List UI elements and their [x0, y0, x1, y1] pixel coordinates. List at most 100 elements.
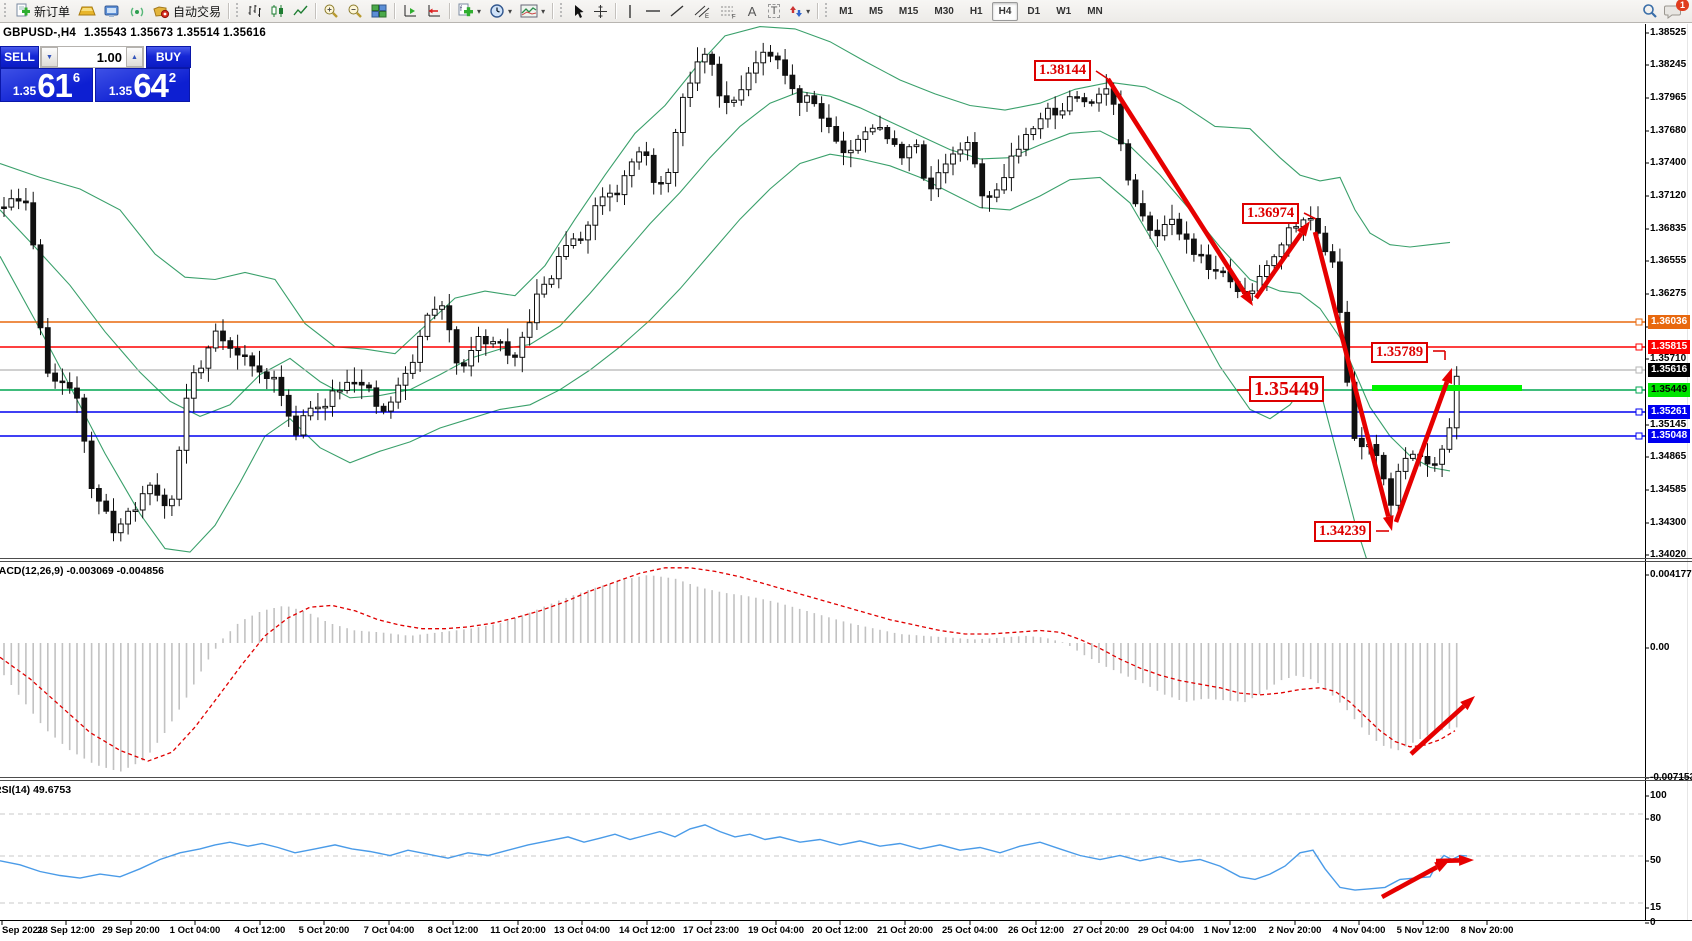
- crosshair-tool-button[interactable]: [589, 1, 612, 21]
- autotrading-button[interactable]: 自动交易: [149, 1, 225, 21]
- rsi-indicator: [0, 813, 1645, 904]
- hline-anchor[interactable]: [1635, 386, 1643, 394]
- templates-button[interactable]: ▾: [516, 1, 549, 21]
- timeframe-m30[interactable]: M30: [934, 5, 954, 17]
- price-annotation[interactable]: 1.36974: [1242, 203, 1300, 224]
- trend-arrow-head[interactable]: [1460, 696, 1475, 711]
- trend-arrow[interactable]: [1254, 231, 1304, 300]
- cursor-tool-button[interactable]: [567, 1, 589, 21]
- zoom-in-button[interactable]: [319, 1, 343, 21]
- hline-anchor[interactable]: [1635, 343, 1643, 351]
- macd-label: MACD(12,26,9) -0.003069 -0.004856: [0, 565, 164, 577]
- signal-button[interactable]: [125, 1, 149, 21]
- gold-button[interactable]: [74, 1, 100, 21]
- price-annotation[interactable]: 1.35449: [1249, 376, 1324, 402]
- toolbar-grip[interactable]: [2, 3, 9, 19]
- time-axis-label: 20 Oct 12:00: [812, 925, 868, 936]
- red-level-badge[interactable]: 1.35815: [1648, 340, 1691, 354]
- hline-anchor[interactable]: [1635, 366, 1643, 374]
- bar-chart-button[interactable]: [243, 1, 266, 21]
- timeframe-h4[interactable]: H4: [991, 1, 1019, 21]
- timeframe-h1[interactable]: H1: [969, 5, 983, 17]
- vertical-line-tool[interactable]: [619, 1, 641, 21]
- chart-shift-button[interactable]: [422, 1, 446, 21]
- timeframe-m1[interactable]: M1: [839, 5, 853, 17]
- price-annotation[interactable]: 1.35789: [1371, 342, 1429, 363]
- new-order-button[interactable]: 新订单: [11, 1, 74, 21]
- time-axis-label: 25 Oct 04:00: [942, 925, 998, 936]
- notifications-button[interactable]: 1: [1664, 0, 1689, 19]
- equidistant-channel-icon: E: [694, 5, 710, 19]
- toolbar-grip[interactable]: [823, 3, 831, 19]
- auto-scroll-button[interactable]: [398, 1, 422, 21]
- trend-arrow-head[interactable]: [1458, 854, 1474, 866]
- timeframe-w1[interactable]: W1: [1056, 5, 1072, 17]
- trend-arrow-head[interactable]: [1441, 368, 1453, 384]
- trend-arrow-head[interactable]: [1296, 221, 1310, 237]
- tile-windows-button[interactable]: [367, 1, 391, 21]
- sell-price-display[interactable]: 1.35 61 6: [0, 68, 93, 102]
- blue-level-badge[interactable]: 1.35048: [1648, 429, 1691, 443]
- time-axis-label: 26 Oct 12:00: [1008, 925, 1064, 936]
- line-chart-icon: [293, 5, 308, 16]
- volume-input[interactable]: [58, 47, 126, 67]
- arrows-tool[interactable]: ▾: [785, 1, 814, 21]
- horizontal-line-tool[interactable]: [641, 1, 665, 21]
- timeframe-m15[interactable]: M15: [898, 5, 919, 17]
- toolbar-grip[interactable]: [558, 3, 566, 19]
- trend-arrow-head[interactable]: [1240, 290, 1253, 306]
- crosshair-icon: [594, 4, 608, 18]
- symbol-period: GBPUSD-,H4: [3, 27, 76, 39]
- time-axis-label: 19 Oct 04:00: [748, 925, 804, 936]
- search-icon[interactable]: [1642, 3, 1658, 19]
- candlestick-chart-button[interactable]: [266, 1, 289, 21]
- buy-price-display[interactable]: 1.35 64 2: [95, 68, 190, 102]
- hline-anchor[interactable]: [1635, 318, 1643, 326]
- text-label-tool[interactable]: T: [763, 1, 785, 21]
- current-price-badge[interactable]: 1.35616: [1648, 363, 1691, 377]
- sell-button[interactable]: SELL: [0, 46, 39, 68]
- trend-arrow[interactable]: [1380, 865, 1438, 900]
- price-annotation[interactable]: 1.38144: [1034, 60, 1092, 81]
- fibonacci-tool[interactable]: F: [715, 1, 741, 21]
- volume-decrease-button[interactable]: ▼: [41, 47, 58, 67]
- indicators-button[interactable]: f ▾: [453, 1, 485, 21]
- trend-arrow[interactable]: [1409, 704, 1466, 756]
- lime-level-badge[interactable]: 1.35449: [1648, 383, 1691, 397]
- hline-anchor[interactable]: [1635, 408, 1643, 416]
- trendline-tool[interactable]: [665, 1, 689, 21]
- channel-tool[interactable]: E: [689, 1, 715, 21]
- text-tool-icon: A: [747, 3, 757, 19]
- volume-increase-button[interactable]: ▲: [126, 47, 143, 67]
- periods-button[interactable]: ▾: [485, 1, 516, 21]
- buy-button[interactable]: BUY: [146, 46, 191, 68]
- rsi-axis-label: 80: [1650, 813, 1662, 824]
- time-axis-label: 1 Oct 04:00: [169, 925, 221, 936]
- trend-arrow-head[interactable]: [1382, 515, 1394, 531]
- macd-indicator: [0, 567, 1458, 772]
- orange-level-badge[interactable]: 1.36036: [1648, 315, 1691, 329]
- blue-level-badge[interactable]: 1.35261: [1648, 405, 1691, 419]
- trend-arrow[interactable]: [1312, 231, 1391, 518]
- zoom-out-button[interactable]: [343, 1, 367, 21]
- price-annotation[interactable]: 1.34239: [1314, 521, 1372, 542]
- buy-price-big: 64: [133, 68, 169, 102]
- rsi-label: RSI(14) 49.6753: [0, 784, 72, 796]
- trend-arrow[interactable]: [1106, 77, 1247, 295]
- panel-separator[interactable]: [0, 558, 1692, 559]
- line-chart-button[interactable]: [289, 1, 312, 21]
- time-axis-label: 29 Oct 04:00: [1138, 925, 1194, 936]
- terminal-button[interactable]: [100, 1, 125, 21]
- text-tool[interactable]: A: [741, 1, 763, 21]
- timeframe-m5[interactable]: M5: [869, 5, 883, 17]
- panel-separator[interactable]: [0, 777, 1692, 778]
- buy-price-pip: 2: [168, 70, 177, 85]
- toolbar-grip[interactable]: [234, 3, 242, 19]
- trend-arrow[interactable]: [1393, 381, 1450, 523]
- timeframe-d1[interactable]: D1: [1027, 5, 1041, 17]
- hline-anchor[interactable]: [1635, 432, 1643, 440]
- timeframe-mn[interactable]: MN: [1087, 5, 1103, 17]
- trend-arrow[interactable]: [1435, 858, 1460, 864]
- autotrading-icon: [153, 5, 170, 18]
